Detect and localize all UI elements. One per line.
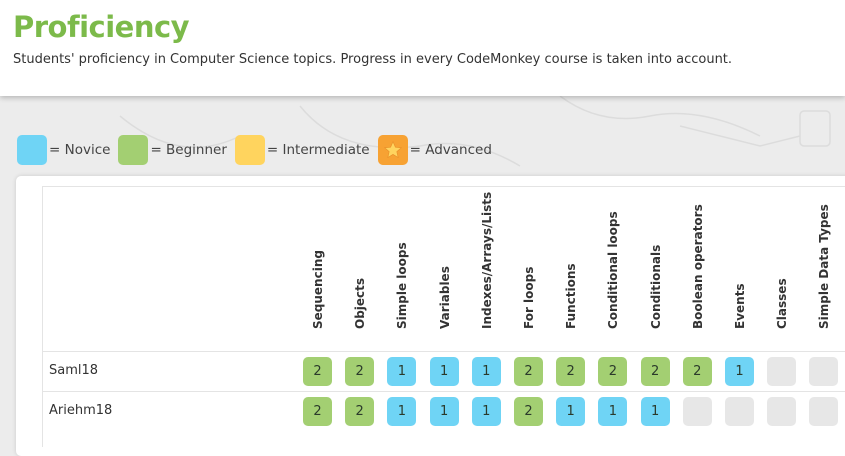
legend-item-novice: = Novice [17,135,110,165]
proficiency-cell[interactable]: 2 [345,397,375,426]
background-decoration [119,96,831,167]
proficiency-cell[interactable]: 2 [345,357,375,386]
proficiency-cell[interactable]: 1 [471,397,501,426]
student-name[interactable]: Ariehm18 [49,403,113,418]
proficiency-cell[interactable] [809,397,839,426]
column-header-simple-loops: Simple loops [381,187,423,351]
proficiency-cell[interactable]: 1 [387,397,417,426]
column-header-conditionals: Conditionals [635,187,677,351]
proficiency-cell[interactable] [682,397,712,426]
proficiency-cell[interactable]: 1 [598,397,628,426]
legend-label-intermediate: = Intermediate [266,142,370,158]
column-header-label: Functions [564,263,579,329]
legend-swatch-novice [17,135,47,165]
legend-item-beginner: = Beginner [118,135,227,165]
page-title: Proficiency [13,10,190,44]
student-name[interactable]: Saml18 [49,363,99,378]
proficiency-cell[interactable] [767,357,797,386]
page-header: Proficiency Students' proficiency in Com… [0,0,845,96]
table-row[interactable]: Ariehm18 2 2 1 1 1 2 1 1 1 [43,391,845,432]
column-header-objects: Objects [339,187,381,351]
column-header-variables: Variables [424,187,466,351]
proficiency-cell[interactable]: 2 [682,357,712,386]
proficiency-cell[interactable] [767,397,797,426]
column-header-classes: Classes [761,187,803,351]
legend-label-novice: = Novice [49,142,111,158]
legend-label-beginner: = Beginner [150,142,227,158]
column-header-sequencing: Sequencing [297,187,339,351]
column-header-label: Simple loops [395,242,410,329]
column-header-label: Simple Data Types [817,204,832,329]
legend-item-intermediate: = Intermediate [234,135,370,165]
proficiency-cell[interactable]: 1 [640,397,670,426]
proficiency-cell[interactable]: 1 [556,397,586,426]
proficiency-cell[interactable]: 2 [514,357,543,386]
proficiency-cell[interactable]: 2 [303,357,332,386]
proficiency-cell[interactable]: 1 [387,357,417,386]
proficiency-table: Sequencing Objects Simple loops Variables In… [42,186,845,447]
proficiency-cell[interactable]: 2 [640,357,670,386]
legend-label-advanced: = Advanced [409,142,492,158]
legend-item-advanced: = Advanced [377,135,492,165]
page-subtitle: Students' proficiency in Computer Scienc… [13,52,733,67]
column-header-label: Indexes/Arrays/Lists [479,191,494,329]
column-header-label: Objects [353,277,368,329]
legend-swatch-beginner [118,135,149,165]
column-header-simple-data-types: Simple Data Types [803,187,845,351]
column-header-conditional-loops: Conditional loops [592,187,634,351]
table-row[interactable]: Saml18 2 2 1 1 1 2 2 2 2 2 1 [43,351,845,392]
column-header-for-loops: For loops [508,187,550,351]
proficiency-cell[interactable] [809,357,839,386]
star-icon [383,140,402,159]
legend: = Novice = Beginner = Intermediate = Adv… [17,134,500,166]
column-header-label: Events [733,283,747,329]
proficiency-cell[interactable] [725,397,754,426]
proficiency-cell[interactable]: 1 [429,397,459,426]
proficiency-cell[interactable]: 1 [471,357,501,386]
legend-swatch-intermediate [234,135,265,165]
legend-swatch-advanced [377,135,408,165]
column-header-label: For loops [522,266,536,329]
column-header-events: Events [719,187,761,351]
proficiency-cell[interactable]: 2 [514,397,543,426]
proficiency-cell[interactable]: 1 [725,357,754,386]
column-header-label: Classes [775,278,790,329]
proficiency-cell[interactable]: 1 [429,357,459,386]
column-header-label: Conditionals [648,244,663,329]
column-header-label: Conditional loops [606,211,621,329]
proficiency-cell[interactable]: 2 [598,357,628,386]
column-header-label: Variables [437,266,452,329]
column-header-boolean-operators: Boolean operators [677,187,719,351]
proficiency-card: Sequencing Objects Simple loops Variables In… [16,176,845,456]
column-header-indexes-arrays-lists: Indexes/Arrays/Lists [466,187,508,351]
proficiency-cell[interactable]: 2 [303,397,332,426]
proficiency-cell[interactable]: 2 [556,357,586,386]
column-header-label: Boolean operators [690,204,705,329]
column-header-label: Sequencing [311,250,325,329]
column-header-functions: Functions [550,187,592,351]
